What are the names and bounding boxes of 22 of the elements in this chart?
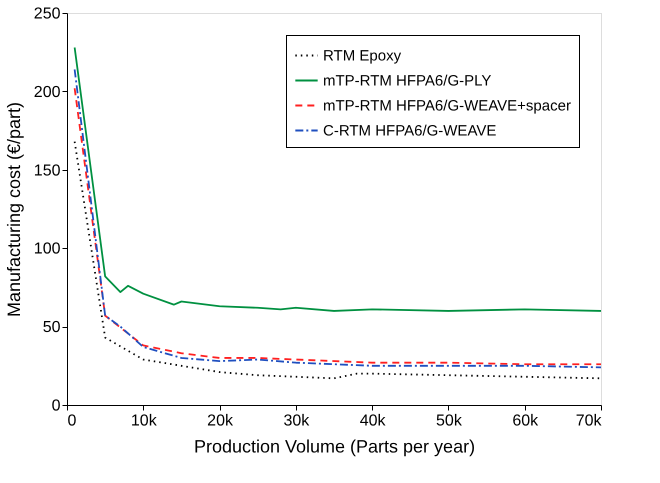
- legend-label: C-RTM HFPA6/G-WEAVE: [323, 122, 496, 140]
- x-tick-label: 0: [68, 412, 76, 430]
- x-tick-label: 50k: [436, 412, 463, 430]
- legend-label: RTM Epoxy: [323, 48, 402, 64]
- x-tick-label: 40k: [360, 412, 387, 430]
- y-tick-label: 100: [34, 240, 61, 258]
- line-series: [74, 140, 602, 380]
- y-tick-label: 200: [34, 84, 61, 101]
- x-tick-label: 20k: [207, 412, 234, 430]
- y-axis-title: Manufacturing cost (€/part): [4, 102, 24, 318]
- line-series: [74, 46, 602, 312]
- legend-label: mTP-RTM HFPA6/G-WEAVE+spacer: [323, 98, 571, 114]
- x-tick-label: 30k: [283, 412, 310, 430]
- legend-label: mTP-RTM HFPA6/G-PLY: [323, 72, 492, 90]
- x-tick-label: 10k: [130, 412, 158, 430]
- x-tick-label: 70k: [576, 412, 602, 430]
- y-tick-label: 150: [34, 162, 61, 180]
- y-tick-label: 0: [52, 398, 61, 414]
- x-tick-label: 60k: [512, 412, 540, 430]
- x-axis-title: Production Volume (Parts per year): [194, 436, 476, 456]
- y-tick-label: 50: [42, 319, 61, 336]
- y-tick-label: 250: [34, 6, 61, 22]
